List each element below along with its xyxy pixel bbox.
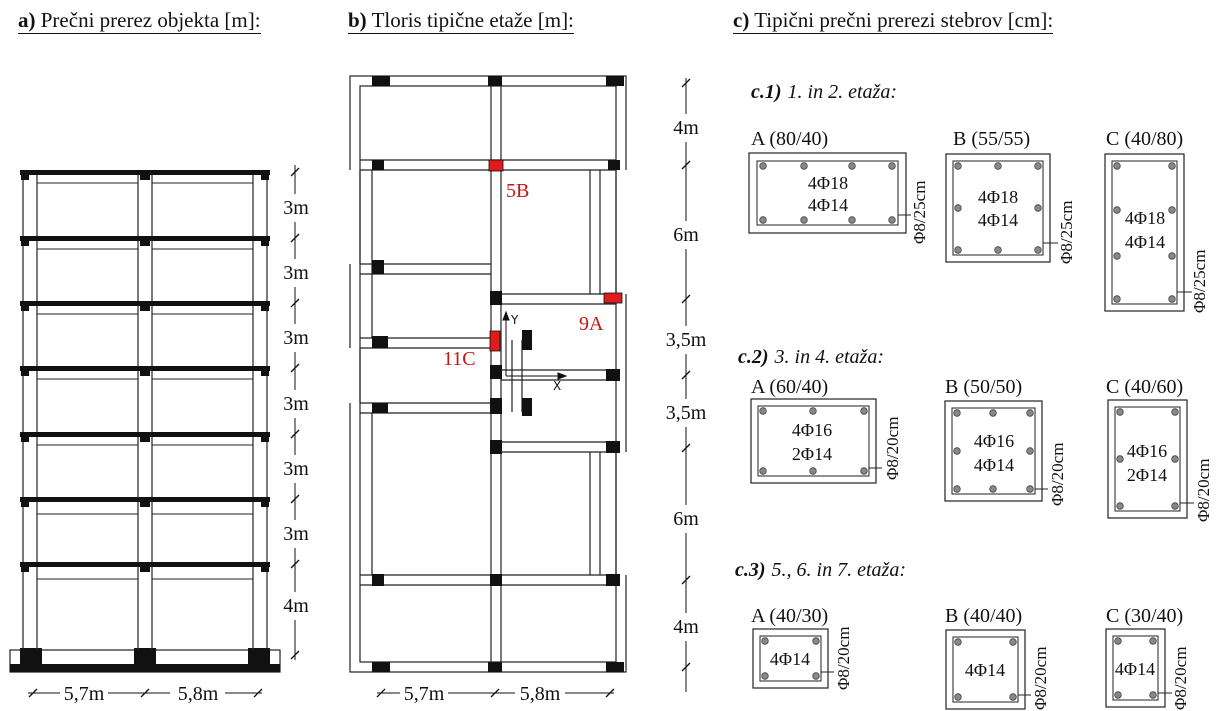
elevation-frame bbox=[9, 172, 281, 673]
label-9a: 9A bbox=[579, 313, 604, 335]
c2-col-a-name: A (60/40) bbox=[751, 376, 828, 398]
c2-section-c bbox=[1107, 399, 1188, 519]
c3-section-b bbox=[945, 629, 1026, 710]
c1-c-stirrup: Φ8/25cm bbox=[1190, 250, 1209, 313]
c2-b-stirrup: Φ8/20cm bbox=[1048, 443, 1067, 506]
c3-a-stirrup: Φ8/20cm bbox=[834, 627, 853, 690]
plan-height-dimension bbox=[681, 78, 691, 692]
c3-section-c bbox=[1105, 628, 1166, 708]
c1-col-c-name: C (40/80) bbox=[1106, 128, 1183, 150]
c1-col-b-name: B (55/55) bbox=[953, 128, 1030, 150]
c1-c-bars2: 4Φ14 bbox=[1125, 232, 1165, 252]
c2-heading: c.2) 3. in 4. etaža: bbox=[738, 346, 884, 368]
header-c: c) Tipični prečni prerezi stebrov [cm]: bbox=[733, 8, 1054, 34]
header-b-letter: b) bbox=[348, 8, 367, 32]
c2-section-a bbox=[750, 398, 877, 484]
plan-width-dimension bbox=[376, 688, 615, 698]
c3-col-b-name: B (40/40) bbox=[945, 605, 1022, 627]
header-c-letter: c) bbox=[733, 8, 750, 32]
c2-c-bars1: 4Φ16 bbox=[1127, 441, 1167, 461]
axis-y-label: Y bbox=[510, 313, 519, 327]
c1-a-bars1: 4Φ18 bbox=[808, 173, 848, 193]
plan-dim-6: 4m bbox=[673, 616, 699, 638]
plan-columns bbox=[372, 76, 624, 672]
elevation-width-dimension bbox=[28, 688, 263, 698]
elev-bay-1: 5,7m bbox=[64, 683, 105, 705]
c3-a-bars1: 4Φ14 bbox=[770, 649, 810, 669]
plan-highlighted-columns bbox=[488, 159, 623, 352]
plan-dim-4: 3,5m bbox=[666, 402, 707, 424]
axis-x-label: X bbox=[553, 379, 561, 393]
elev-height-4: 3m bbox=[283, 393, 309, 415]
c3-c-bars1: 4Φ14 bbox=[1115, 659, 1155, 679]
plan-bay-1: 5,7m bbox=[404, 683, 445, 705]
c1-a-stirrup: Φ8/25cm bbox=[910, 181, 929, 244]
header-b-text: Tloris tipične etaže [m]: bbox=[371, 8, 574, 32]
c2-c-stirrup: Φ8/20cm bbox=[1194, 459, 1213, 522]
plan-dim-5: 6m bbox=[673, 508, 699, 530]
c3-col-c-name: C (30/40) bbox=[1106, 605, 1183, 627]
header-c-text: Tipični prečni prerezi stebrov [cm]: bbox=[754, 8, 1054, 32]
c2-b-bars2: 4Φ14 bbox=[974, 455, 1014, 475]
header-a: a) Prečni prerez objekta [m]: bbox=[18, 8, 261, 34]
c1-heading: c.1) 1. in 2. etaža: bbox=[751, 81, 897, 103]
elev-height-1: 3m bbox=[283, 197, 309, 219]
header-b: b) Tloris tipične etaže [m]: bbox=[348, 8, 574, 34]
c2-c-bars2: 2Φ14 bbox=[1127, 465, 1167, 485]
c2-b-bars1: 4Φ16 bbox=[974, 431, 1014, 451]
c1-c-bars1: 4Φ18 bbox=[1125, 208, 1165, 228]
c1-title: 1. in 2. etaža: bbox=[788, 81, 897, 103]
elev-height-5: 3m bbox=[283, 458, 309, 480]
elev-bay-2: 5,8m bbox=[178, 683, 219, 705]
header-a-text: Prečni prerez objekta [m]: bbox=[40, 8, 261, 32]
c1-b-bars1: 4Φ18 bbox=[978, 187, 1018, 207]
elev-height-3: 3m bbox=[283, 327, 309, 349]
plan-dim-2: 6m bbox=[673, 224, 699, 246]
plan-notches bbox=[345, 170, 631, 575]
c1-b-stirrup: Φ8/25cm bbox=[1057, 201, 1076, 264]
c2-section-b bbox=[944, 400, 1043, 502]
c2-a-bars2: 2Φ14 bbox=[792, 444, 832, 464]
header-a-letter: a) bbox=[18, 8, 36, 32]
c3-b-stirrup: Φ8/20cm bbox=[1031, 647, 1050, 710]
c2-title: 3. in 4. etaža: bbox=[774, 346, 884, 368]
local-axes-icon bbox=[502, 310, 568, 380]
elevation-beams bbox=[20, 170, 270, 580]
c1-num: c.1) bbox=[751, 81, 782, 103]
c2-a-stirrup: Φ8/20cm bbox=[883, 417, 902, 480]
c2-col-c-name: C (40/60) bbox=[1106, 376, 1183, 398]
elev-height-6: 3m bbox=[283, 523, 309, 545]
c1-a-bars2: 4Φ14 bbox=[808, 195, 848, 215]
plan-bay-2: 5,8m bbox=[520, 683, 561, 705]
c2-col-b-name: B (50/50) bbox=[945, 376, 1022, 398]
c1-section-b bbox=[945, 153, 1051, 263]
c1-col-a-name: A (80/40) bbox=[751, 128, 828, 150]
floor-plan bbox=[349, 75, 627, 673]
c3-title: 5., 6. in 7. etaža: bbox=[772, 559, 906, 581]
plan-dim-3: 3,5m bbox=[666, 329, 707, 351]
c3-heading: c.3) 5., 6. in 7. etaža: bbox=[735, 559, 906, 581]
c3-section-a bbox=[752, 628, 829, 689]
plan-dim-1: 4m bbox=[673, 117, 699, 139]
label-5b: 5B bbox=[506, 180, 529, 202]
elev-height-2: 3m bbox=[283, 262, 309, 284]
elev-height-7: 4m bbox=[283, 595, 309, 617]
label-11c: 11C bbox=[443, 348, 476, 370]
c3-b-bars1: 4Φ14 bbox=[965, 660, 1005, 680]
c3-col-a-name: A (40/30) bbox=[751, 605, 828, 627]
c1-b-bars2: 4Φ14 bbox=[978, 210, 1018, 230]
c1-section-a bbox=[748, 152, 907, 234]
c1-section-c bbox=[1104, 153, 1185, 312]
c3-c-stirrup: Φ8/20cm bbox=[1171, 647, 1190, 710]
c3-num: c.3) bbox=[735, 559, 766, 581]
c2-num: c.2) bbox=[738, 346, 769, 368]
c2-a-bars1: 4Φ16 bbox=[792, 420, 832, 440]
